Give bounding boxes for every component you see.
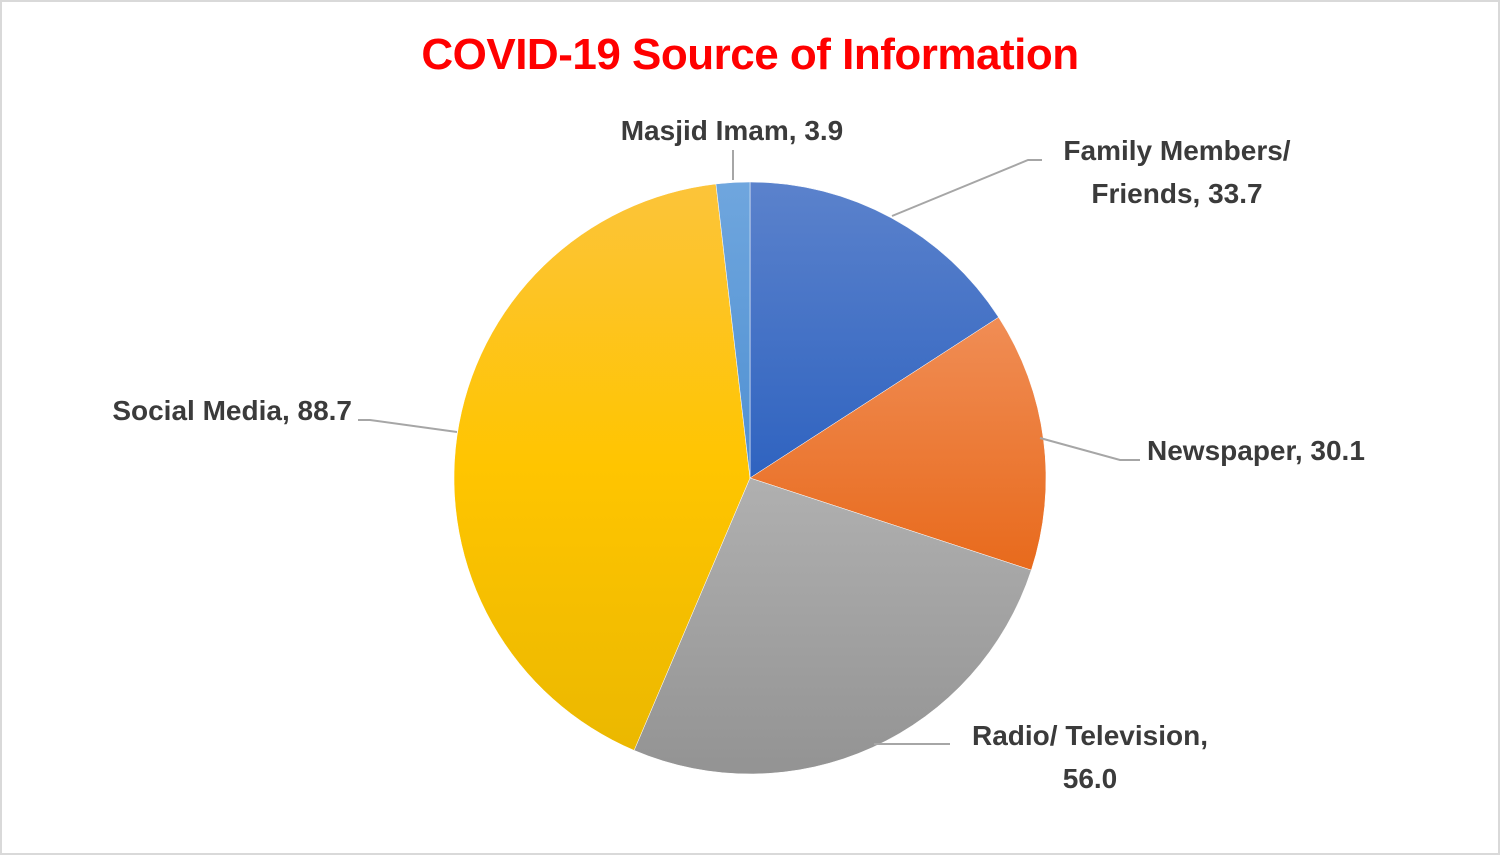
pie-slices [453,181,1047,775]
label-masjid-imam: Masjid Imam, 3.9 [621,115,844,146]
pie-slice-family-members-friends [749,181,999,479]
label-radio-line1: Radio/ Television, [972,720,1208,751]
leader-lines [358,150,1140,745]
pie-slice-newspaper [749,316,1047,571]
label-social-media: Social Media, 88.7 [112,395,352,426]
pie-slice-radio-television [633,477,1032,775]
label-family-line2: Friends, 33.7 [1091,178,1262,209]
chart-title: COVID-19 Source of Information [421,30,1079,79]
leader-line-newspaper [1039,437,1140,461]
pie-slice-masjid-imam [715,181,751,479]
label-newspaper: Newspaper, 30.1 [1147,435,1365,466]
pie-slice-social-media [453,183,751,751]
label-family-line1: Family Members/ [1063,135,1290,166]
leader-line-family [891,159,1042,217]
label-radio-line2: 56.0 [1063,763,1118,794]
leader-line-social [358,419,458,433]
